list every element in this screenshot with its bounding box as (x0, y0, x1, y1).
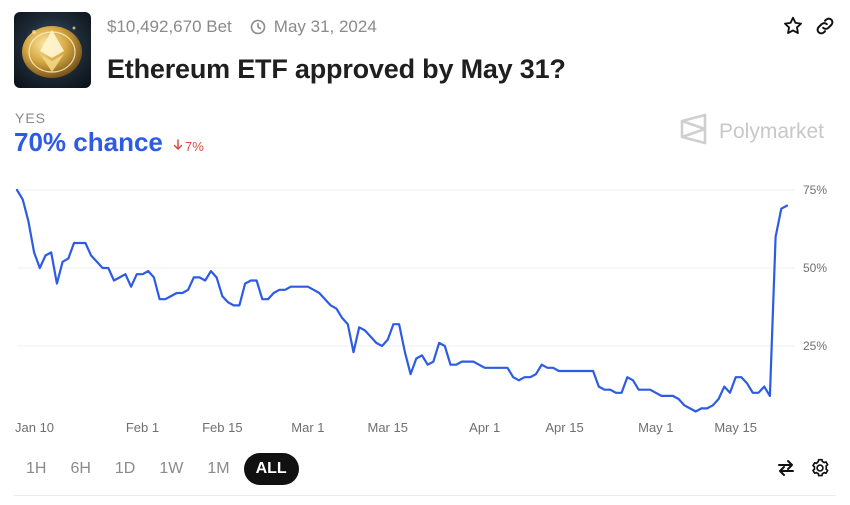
probability-chart: 75% 50% 25% Jan 10 Feb 1 Feb 15 Mar 1 Mar 15 Ap… (15, 183, 827, 435)
timeframe-6h[interactable]: 6H (70, 460, 91, 477)
x-tick-label: Jan 10 (15, 420, 54, 435)
ethereum-coin-image (14, 12, 91, 88)
chart-tools (776, 458, 830, 478)
x-tick-label: Apr 1 (469, 420, 500, 435)
polymarket-brand: Polymarket (679, 113, 824, 151)
x-tick-label: May 15 (714, 420, 757, 435)
arrow-down-icon (173, 139, 183, 154)
bottom-divider (14, 495, 836, 496)
swap-icon[interactable] (776, 458, 796, 478)
end-date-text: May 31, 2024 (273, 17, 377, 36)
market-meta: $10,492,670 Bet May 31, 2024 (107, 17, 377, 37)
gear-icon[interactable] (810, 458, 830, 478)
market-thumbnail (14, 12, 91, 88)
timeframe-1m[interactable]: 1M (207, 460, 230, 477)
market-title: Ethereum ETF approved by May 31? (107, 54, 566, 84)
y-tick-label: 75% (803, 183, 827, 197)
timeframe-all[interactable]: ALL (243, 453, 299, 485)
series-line (15, 188, 789, 413)
x-tick-label: May 1 (638, 420, 673, 435)
x-tick-label: Mar 15 (368, 420, 408, 435)
timeframe-1w[interactable]: 1W (159, 460, 184, 477)
timeframe-1h[interactable]: 1H (26, 460, 47, 477)
timeframe-selector: 1H 6H 1D 1W 1M ALL (16, 453, 303, 485)
timeframe-1d[interactable]: 1D (114, 460, 136, 477)
x-axis: Jan 10 Feb 1 Feb 15 Mar 1 Mar 15 Apr 1 Apr 15 M… (15, 420, 757, 435)
x-tick-label: Feb 1 (126, 420, 159, 435)
clock-icon (250, 19, 266, 35)
link-icon[interactable] (814, 15, 836, 37)
chance-delta: 7% (173, 139, 204, 154)
delta-value: 7% (185, 139, 204, 154)
header-actions (782, 15, 836, 37)
chance-value: 70% chance (14, 127, 163, 157)
y-axis: 75% 50% 25% (803, 183, 827, 353)
volume-text: $10,492,670 Bet (107, 17, 232, 36)
x-tick-label: Mar 1 (291, 420, 324, 435)
x-tick-label: Feb 15 (202, 420, 242, 435)
series-points (16, 189, 788, 412)
x-tick-label: Apr 15 (545, 420, 583, 435)
chart-grid (17, 189, 795, 347)
y-tick-label: 25% (803, 339, 827, 353)
outcome-label: YES (15, 110, 47, 126)
brand-name: Polymarket (718, 120, 824, 143)
polymarket-logo-icon (679, 113, 709, 151)
star-icon[interactable] (782, 15, 804, 37)
y-tick-label: 50% (803, 261, 827, 275)
